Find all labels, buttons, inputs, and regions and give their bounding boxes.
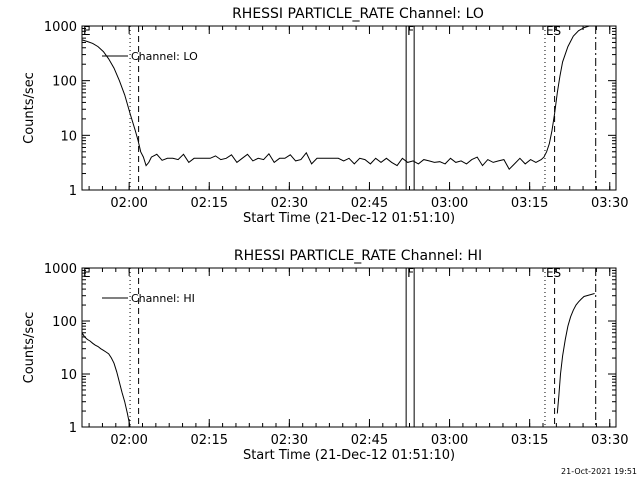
y-axis-label: Counts/sec xyxy=(22,72,37,144)
y-tick-label: 1 xyxy=(69,421,77,436)
x-tick-label: 02:45 xyxy=(351,196,388,211)
data-series-line xyxy=(556,293,595,414)
x-tick-label: 02:45 xyxy=(351,433,388,448)
event-marker-label: ES xyxy=(546,24,561,38)
legend-label: Channel: HI xyxy=(131,292,195,305)
x-tick-label: 02:30 xyxy=(271,433,308,448)
y-axis-label: Counts/sec xyxy=(22,312,37,384)
x-tick-label: 02:30 xyxy=(271,196,308,211)
y-tick-label: 100 xyxy=(52,75,77,90)
x-tick-label: 03:15 xyxy=(511,196,548,211)
x-tick-label: 03:30 xyxy=(591,196,628,211)
legend-label: Channel: LO xyxy=(131,50,198,63)
x-tick-label: 02:00 xyxy=(110,433,147,448)
data-series-line xyxy=(82,332,131,427)
chart-panel-lo: RHESSI PARTICLE_RATE Channel: LO 1 10 100 10… xyxy=(22,6,628,226)
x-tick-label: 02:15 xyxy=(191,196,228,211)
x-tick-label: 03:15 xyxy=(511,433,548,448)
chart-panel-hi: RHESSI PARTICLE_RATE Channel: HI 1 10 100 10… xyxy=(22,248,628,463)
event-marker-label: F xyxy=(407,24,414,38)
y-tick-label: 1000 xyxy=(44,262,77,277)
x-tick-label: 02:15 xyxy=(191,433,228,448)
y-tick-label: 10 xyxy=(60,129,77,144)
x-axis-label: Start Time (21-Dec-12 01:51:10) xyxy=(243,448,455,463)
y-tick-label: 100 xyxy=(52,315,77,330)
event-marker-label: E xyxy=(83,24,91,38)
chart-title: RHESSI PARTICLE_RATE Channel: LO xyxy=(232,6,484,22)
plot-panels: RHESSI PARTICLE_RATE Channel: LO11010010… xyxy=(22,6,628,463)
event-marker-label: E xyxy=(83,266,91,280)
x-tick-label: 03:30 xyxy=(591,433,628,448)
plot-frame xyxy=(81,267,617,428)
data-series-line xyxy=(82,26,600,171)
y-tick-label: 1000 xyxy=(44,20,77,35)
x-tick-label: 03:00 xyxy=(431,433,468,448)
event-marker-label: F xyxy=(407,266,414,280)
x-tick-label: 03:00 xyxy=(431,196,468,211)
plot-frame xyxy=(81,25,617,191)
y-tick-label: 10 xyxy=(60,368,77,383)
x-axis-label: Start Time (21-Dec-12 01:51:10) xyxy=(243,211,455,226)
y-tick-label: 1 xyxy=(69,184,77,199)
x-tick-label: 02:00 xyxy=(110,196,147,211)
plot-timestamp: 21-Oct-2021 19:51 xyxy=(561,467,637,476)
event-marker-label: ES xyxy=(546,266,561,280)
chart-title: RHESSI PARTICLE_RATE Channel: HI xyxy=(234,248,482,264)
